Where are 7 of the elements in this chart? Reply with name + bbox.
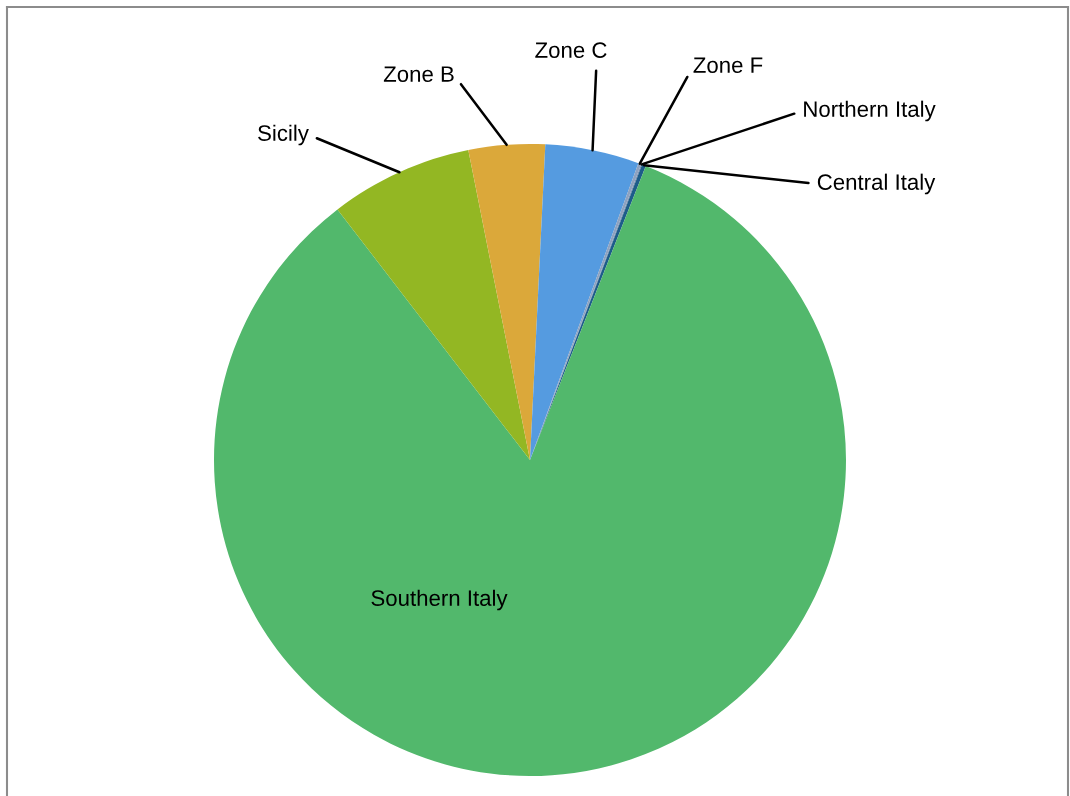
slice-label: Southern Italy — [371, 589, 508, 611]
slice-label: Zone B — [383, 66, 454, 82]
slice-label: Zone F — [693, 57, 763, 73]
slice-label: Zone C — [535, 42, 607, 58]
slice-label: Central Italy — [817, 173, 936, 195]
slice-label: Sicily — [258, 124, 309, 146]
slice-label: Northern Italy — [804, 100, 936, 122]
